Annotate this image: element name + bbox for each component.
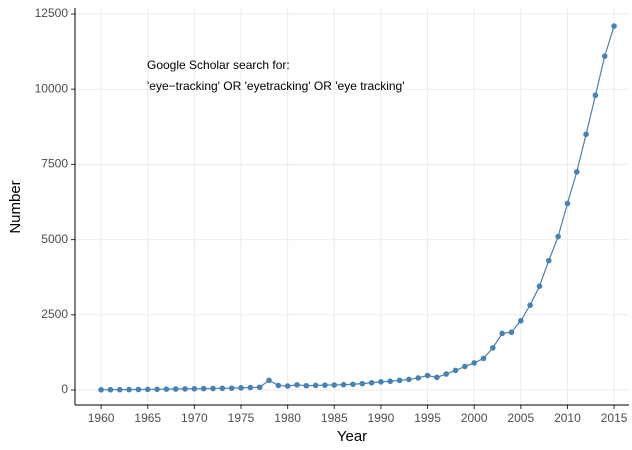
- point: [144, 386, 151, 393]
- point: [172, 386, 179, 392]
- point: [368, 379, 375, 386]
- x-tick-label: 1980: [274, 411, 301, 425]
- point: [284, 383, 291, 389]
- point: [191, 385, 198, 392]
- x-tick-label: 2005: [507, 411, 534, 425]
- point: [256, 384, 263, 391]
- point: [228, 385, 235, 391]
- point: [471, 360, 477, 366]
- x-tick-label: 1985: [321, 411, 348, 425]
- point: [499, 330, 505, 337]
- point: [611, 23, 617, 29]
- point: [126, 386, 132, 393]
- point: [592, 92, 599, 99]
- point: [462, 363, 468, 370]
- point: [573, 169, 580, 175]
- point: [434, 374, 440, 381]
- y-tick-label: 5000: [41, 232, 68, 246]
- point: [163, 386, 170, 392]
- point: [527, 302, 533, 308]
- point: [564, 200, 571, 207]
- point: [275, 382, 282, 389]
- y-axis-label: Number: [7, 180, 24, 233]
- point: [378, 379, 384, 385]
- point: [396, 377, 403, 384]
- x-tick-label: 1965: [134, 411, 161, 425]
- point: [415, 375, 422, 381]
- annotation: Google Scholar search for:: [147, 58, 290, 72]
- y-tick-label: 7500: [41, 157, 68, 171]
- point: [490, 345, 496, 351]
- point: [545, 257, 552, 264]
- point: [219, 385, 226, 392]
- point: [312, 382, 319, 389]
- y-tick-label: 10000: [35, 81, 69, 95]
- point: [135, 386, 142, 393]
- point: [331, 382, 338, 388]
- point: [518, 317, 524, 324]
- point: [406, 376, 412, 383]
- x-tick-label: 2015: [601, 411, 628, 425]
- point: [116, 386, 123, 393]
- x-axis-label: Year: [337, 428, 367, 445]
- point: [154, 386, 160, 393]
- point: [508, 329, 515, 336]
- point: [443, 371, 449, 377]
- point: [322, 382, 328, 388]
- point: [350, 381, 356, 388]
- point: [247, 384, 254, 391]
- x-tick-label: 1995: [414, 411, 441, 425]
- x-tick-label: 1975: [228, 411, 255, 425]
- x-tick-label: 2000: [461, 411, 488, 425]
- point: [266, 377, 272, 384]
- point: [303, 382, 310, 389]
- point: [387, 378, 394, 385]
- point: [200, 385, 207, 392]
- annotation: 'eye−tracking' OR 'eyetracking' OR 'eye …: [147, 79, 405, 93]
- point: [340, 381, 347, 388]
- x-tick-label: 1960: [88, 411, 115, 425]
- point: [480, 355, 487, 362]
- point: [98, 387, 104, 393]
- point: [210, 385, 216, 392]
- point: [238, 385, 244, 391]
- x-tick-label: 2010: [554, 411, 581, 425]
- y-tick-label: 2500: [41, 307, 68, 321]
- point: [359, 380, 366, 387]
- point: [536, 283, 543, 290]
- point: [583, 131, 589, 138]
- point: [424, 372, 431, 379]
- x-tick-label: 1990: [368, 411, 395, 425]
- point: [294, 382, 300, 388]
- y-tick-label: 12500: [35, 6, 69, 20]
- point: [601, 53, 608, 59]
- point: [555, 233, 561, 240]
- y-tick-label: 0: [61, 382, 68, 396]
- point: [182, 386, 188, 392]
- point: [107, 386, 114, 393]
- point: [452, 367, 459, 374]
- x-tick-label: 1970: [181, 411, 208, 425]
